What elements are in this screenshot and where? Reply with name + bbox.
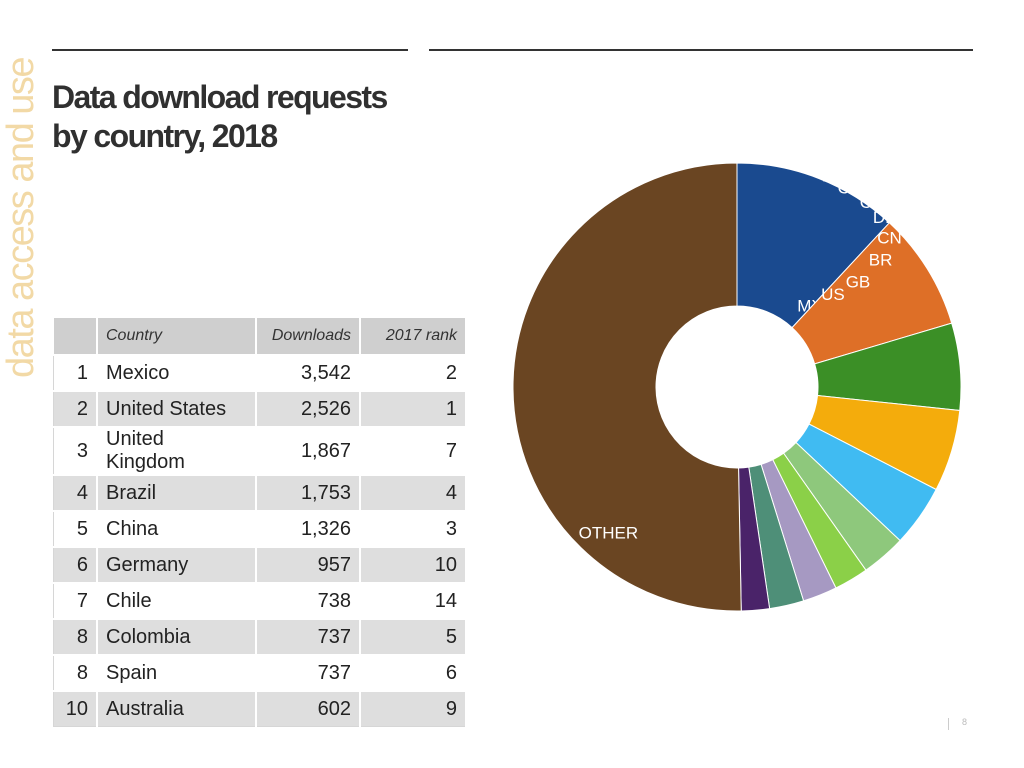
table-row: 8 Colombia 737 5 xyxy=(52,618,467,656)
slice-label-br: BR xyxy=(869,250,893,269)
page-number-divider xyxy=(948,718,949,730)
page-number: 8 xyxy=(962,717,968,727)
row-2017-rank: 5 xyxy=(359,618,467,656)
header-country: Country xyxy=(96,316,257,356)
row-index: 7 xyxy=(52,582,98,620)
row-index: 8 xyxy=(52,618,98,656)
row-country: Colombia xyxy=(96,618,257,656)
row-index: 4 xyxy=(52,474,98,512)
table-row: 7 Chile 738 14 xyxy=(52,582,467,620)
slice-label-other: OTHER xyxy=(579,524,639,543)
slice-label-au: AU xyxy=(809,160,833,179)
row-country: United States xyxy=(96,390,257,428)
slice-label-es: ES xyxy=(822,166,845,185)
row-country: China xyxy=(96,510,257,548)
row-downloads: 1,867 xyxy=(255,426,361,476)
row-downloads: 737 xyxy=(255,618,361,656)
row-country: United Kingdom xyxy=(96,426,257,476)
table-row: 8 Spain 737 6 xyxy=(52,654,467,692)
side-title-text: data access and use xyxy=(0,58,40,378)
row-downloads: 738 xyxy=(255,582,361,620)
row-country: Brazil xyxy=(96,474,257,512)
side-title: data access and use xyxy=(0,0,40,380)
row-2017-rank: 2 xyxy=(359,354,467,392)
header-rule-right xyxy=(429,49,973,51)
pie-slice-other xyxy=(512,162,742,612)
row-2017-rank: 10 xyxy=(359,546,467,584)
row-index: 8 xyxy=(52,654,98,692)
row-2017-rank: 9 xyxy=(359,690,467,727)
row-2017-rank: 4 xyxy=(359,474,467,512)
row-downloads: 1,753 xyxy=(255,474,361,512)
row-index: 2 xyxy=(52,390,98,428)
slice-label-gb: GB xyxy=(846,272,871,291)
header-rule-left xyxy=(52,49,408,51)
table-row: 5 China 1,326 3 xyxy=(52,510,467,548)
page-title-line-2: by country, 2018 xyxy=(52,118,278,154)
slice-label-us: US xyxy=(821,285,845,304)
row-country: Germany xyxy=(96,546,257,584)
slice-label-cl: CL xyxy=(860,193,882,212)
row-index: 1 xyxy=(52,354,98,392)
row-index: 3 xyxy=(52,426,98,476)
row-index: 6 xyxy=(52,546,98,584)
slice-label-cn: CN xyxy=(877,228,902,247)
row-downloads: 737 xyxy=(255,654,361,692)
slice-label-co: CO xyxy=(838,178,864,197)
page-title: Data download requests by country, 2018 xyxy=(52,78,472,156)
row-downloads: 1,326 xyxy=(255,510,361,548)
header-downloads: Downloads xyxy=(255,316,361,356)
row-downloads: 2,526 xyxy=(255,390,361,428)
table-row: 6 Germany 957 10 xyxy=(52,546,467,584)
downloads-table: Country Downloads 2017 rank 1 Mexico 3,5… xyxy=(52,316,467,727)
row-2017-rank: 1 xyxy=(359,390,467,428)
row-index: 10 xyxy=(52,690,98,727)
table-row: 4 Brazil 1,753 4 xyxy=(52,474,467,512)
header-index xyxy=(52,316,98,356)
row-downloads: 602 xyxy=(255,690,361,727)
row-downloads: 3,542 xyxy=(255,354,361,392)
header-2017-rank: 2017 rank xyxy=(359,316,467,356)
row-2017-rank: 14 xyxy=(359,582,467,620)
row-country: Spain xyxy=(96,654,257,692)
table-header-row: Country Downloads 2017 rank xyxy=(52,316,467,356)
row-2017-rank: 7 xyxy=(359,426,467,476)
table-row: 10 Australia 602 9 xyxy=(52,690,467,727)
donut-chart: MX US GB BR CN DE CL CO ES AU OTHER xyxy=(500,150,980,630)
row-country: Australia xyxy=(96,690,257,727)
row-2017-rank: 3 xyxy=(359,510,467,548)
row-country: Mexico xyxy=(96,354,257,392)
page-title-line-1: Data download requests xyxy=(52,79,388,115)
slice-label-de: DE xyxy=(873,208,897,227)
pie-slice-mx xyxy=(736,162,891,329)
row-index: 5 xyxy=(52,510,98,548)
row-2017-rank: 6 xyxy=(359,654,467,692)
table-row: 2 United States 2,526 1 xyxy=(52,390,467,428)
table-row: 3 United Kingdom 1,867 7 xyxy=(52,426,467,476)
row-downloads: 957 xyxy=(255,546,361,584)
row-country: Chile xyxy=(96,582,257,620)
table-row: 1 Mexico 3,542 2 xyxy=(52,354,467,392)
